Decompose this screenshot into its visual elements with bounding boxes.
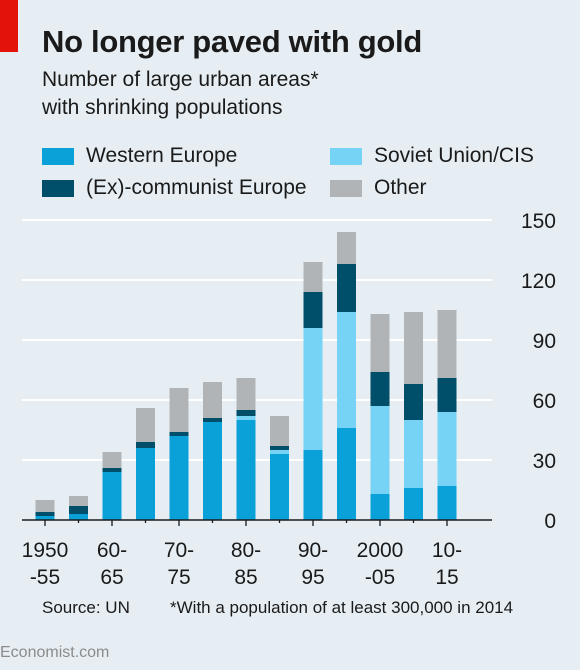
bar-2000-05-series-1 <box>370 406 390 494</box>
x-tick-label-4-line1: 90- <box>298 539 328 562</box>
x-tick-label-3-line2: 85 <box>234 566 257 589</box>
brand-footer: Economist.com <box>0 644 110 661</box>
x-tick-label-3-line1: 80- <box>231 539 261 562</box>
bar-1980-85-series-0 <box>236 420 256 520</box>
x-tick-label-6-line1: 10- <box>432 539 462 562</box>
bar-1985-90-series-1 <box>270 450 289 454</box>
x-tick-label-2-line2: 75 <box>167 566 190 589</box>
legend-swatch-ex-communist-europe <box>42 179 74 197</box>
bar-1950-55-series-2 <box>35 512 55 516</box>
bar-1980-85-series-3 <box>236 378 256 410</box>
bar-2010-15-series-1 <box>437 412 457 486</box>
legend-swatch-other <box>330 179 362 197</box>
legend-soviet-union: Soviet Union/CIS <box>330 144 534 168</box>
bar-2000-05-series-2 <box>370 372 390 406</box>
x-tick-label-1-line1: 60- <box>97 539 127 562</box>
bar-1990-95-series-1 <box>303 328 323 450</box>
bar-1970-75-series-3 <box>169 388 189 432</box>
y-tick-label-90: 90 <box>533 330 556 353</box>
legend-label-soviet-union: Soviet Union/CIS <box>374 144 534 167</box>
bar-2010-15-series-0 <box>437 486 457 520</box>
x-tick-label-4-line2: 95 <box>301 566 324 589</box>
bar-1985-90-series-3 <box>270 416 289 446</box>
bar-2005-10-series-1 <box>404 420 423 488</box>
brand-red-tag <box>0 0 18 52</box>
y-tick-label-120: 120 <box>521 270 556 293</box>
legend-western-europe: Western Europe <box>42 144 237 168</box>
source-note: Source: UN <box>42 598 130 617</box>
bar-2000-05-series-3 <box>370 314 390 372</box>
x-tick-label-5-line2: -05 <box>365 566 395 589</box>
bar-1955-60-series-2 <box>69 506 88 514</box>
y-tick-label-0: 0 <box>544 510 556 533</box>
bar-1995-2000-series-2 <box>337 264 356 312</box>
bar-2010-15-series-3 <box>437 310 457 378</box>
bar-2010-15-series-2 <box>437 378 457 412</box>
x-tick-label-2-line1: 70- <box>164 539 194 562</box>
bar-1990-95-series-3 <box>303 262 323 292</box>
legend-label-western-europe: Western Europe <box>86 144 238 167</box>
x-tick-label-0-line1: 1950 <box>22 539 69 562</box>
bar-1980-85-series-1 <box>236 416 256 420</box>
bar-1965-70-series-0 <box>136 448 155 520</box>
legend-ex-communist-europe: (Ex)-communist Europe <box>42 176 307 200</box>
bar-1985-90-series-2 <box>270 446 289 450</box>
bar-1960-65-series-3 <box>102 452 122 468</box>
legend-label-other: Other <box>374 176 427 199</box>
legend-swatch-soviet-union <box>330 147 362 165</box>
bar-1965-70-series-3 <box>136 408 155 442</box>
bar-1975-80-series-0 <box>203 422 222 520</box>
bar-2000-05-series-0 <box>370 494 390 520</box>
bar-1955-60-series-3 <box>69 496 88 506</box>
x-tick-label-5-line1: 2000 <box>357 539 404 562</box>
legend-label-ex-communist-europe: (Ex)-communist Europe <box>86 176 307 199</box>
x-tick-label-1-line2: 65 <box>100 566 123 589</box>
bar-2005-10-series-0 <box>404 488 423 520</box>
bar-1970-75-series-2 <box>169 432 189 436</box>
subtitle-line-2: with shrinking populations <box>42 96 283 119</box>
chart-title: No longer paved with gold <box>42 24 423 59</box>
bar-1995-2000-series-3 <box>337 232 356 264</box>
legend-swatch-western-europe <box>42 147 74 165</box>
bar-1975-80-series-3 <box>203 382 222 418</box>
x-tick-label-0-line2: -55 <box>30 566 60 589</box>
bar-2005-10-series-2 <box>404 384 423 420</box>
bar-1990-95-series-2 <box>303 292 323 328</box>
bar-1970-75-series-0 <box>169 436 189 520</box>
footnote: *With a population of at least 300,000 i… <box>170 598 514 617</box>
bar-1950-55-series-3 <box>35 500 55 512</box>
legend-other: Other <box>330 176 427 200</box>
bar-1980-85-series-2 <box>236 410 256 416</box>
bar-1965-70-series-2 <box>136 442 155 448</box>
x-tick-label-6-line2: 15 <box>435 566 458 589</box>
bar-2005-10-series-3 <box>404 312 423 384</box>
bar-1995-2000-series-0 <box>337 428 356 520</box>
stacked-bar-chart: 30 60 90 120 150 0 1950 -55 60- 65 70- 75 80- 85 90- 95… <box>22 210 556 589</box>
bar-1990-95-series-0 <box>303 450 323 520</box>
bar-1985-90-series-0 <box>270 454 289 520</box>
chart-subtitle: Number of large urban areas* with shrink… <box>42 66 462 122</box>
bar-1995-2000-series-1 <box>337 312 356 428</box>
bar-1960-65-series-2 <box>102 468 122 472</box>
bar-1960-65-series-0 <box>102 472 122 520</box>
y-tick-label-60: 60 <box>533 390 556 413</box>
bar-1975-80-series-2 <box>203 418 222 422</box>
subtitle-line-1: Number of large urban areas* <box>42 68 319 91</box>
y-tick-label-30: 30 <box>533 450 556 473</box>
bar-1955-60-series-0 <box>69 514 88 520</box>
y-tick-label-150: 150 <box>521 210 556 233</box>
bar-1950-55-series-0 <box>35 516 55 520</box>
